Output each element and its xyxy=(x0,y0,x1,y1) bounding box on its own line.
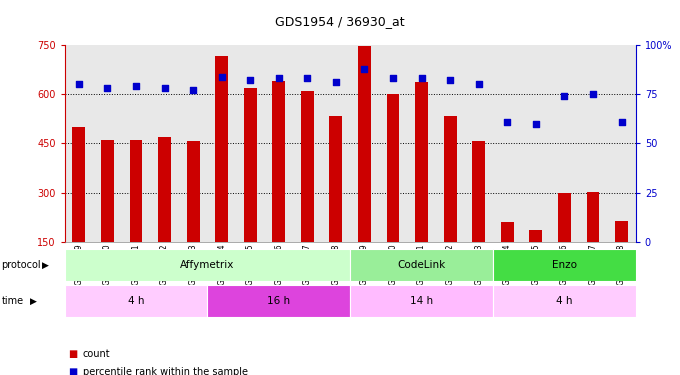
Bar xyxy=(493,285,636,317)
Text: count: count xyxy=(83,350,111,359)
Point xyxy=(302,75,313,81)
Bar xyxy=(558,193,571,242)
Bar xyxy=(587,192,599,242)
Point xyxy=(588,91,598,97)
Bar xyxy=(444,116,456,242)
Bar xyxy=(387,94,399,242)
Bar xyxy=(301,91,313,242)
Bar xyxy=(216,56,228,242)
Point xyxy=(473,81,484,87)
Text: 4 h: 4 h xyxy=(556,296,573,306)
Text: 14 h: 14 h xyxy=(410,296,433,306)
Bar xyxy=(615,220,628,242)
Point xyxy=(445,78,456,84)
Bar xyxy=(358,46,371,242)
Point xyxy=(131,83,141,89)
Text: percentile rank within the sample: percentile rank within the sample xyxy=(83,368,248,375)
Bar xyxy=(101,140,114,242)
Bar xyxy=(350,249,493,281)
Bar xyxy=(273,81,285,242)
Point xyxy=(530,121,541,127)
Text: ■: ■ xyxy=(68,368,78,375)
Bar xyxy=(158,137,171,242)
Text: protocol: protocol xyxy=(1,260,41,270)
Point xyxy=(73,81,84,87)
Point xyxy=(388,75,398,81)
Point xyxy=(416,75,427,81)
Bar xyxy=(187,141,199,242)
Text: ■: ■ xyxy=(68,350,78,359)
Bar xyxy=(330,116,342,242)
Point xyxy=(330,80,341,86)
Bar xyxy=(130,140,142,242)
Text: ▶: ▶ xyxy=(30,296,37,305)
Point xyxy=(245,78,256,84)
Point xyxy=(559,93,570,99)
Bar xyxy=(530,230,542,242)
Text: GDS1954 / 36930_at: GDS1954 / 36930_at xyxy=(275,15,405,28)
Bar xyxy=(244,88,256,242)
Text: Enzo: Enzo xyxy=(552,260,577,270)
Bar xyxy=(415,82,428,242)
Bar xyxy=(350,285,493,317)
Point xyxy=(359,66,370,72)
Bar xyxy=(493,249,636,281)
Bar xyxy=(473,141,485,242)
Point xyxy=(216,74,227,80)
Text: ▶: ▶ xyxy=(42,261,49,270)
Bar xyxy=(501,222,513,242)
Text: CodeLink: CodeLink xyxy=(398,260,445,270)
Point xyxy=(502,119,513,125)
Point xyxy=(616,119,627,125)
Bar xyxy=(65,285,207,317)
Bar xyxy=(207,285,350,317)
Text: Affymetrix: Affymetrix xyxy=(180,260,235,270)
Point xyxy=(273,75,284,81)
Text: time: time xyxy=(1,296,24,306)
Text: 16 h: 16 h xyxy=(267,296,290,306)
Point xyxy=(188,87,199,93)
Bar xyxy=(65,249,350,281)
Bar xyxy=(73,127,85,242)
Point xyxy=(102,86,113,92)
Point xyxy=(159,86,170,92)
Text: 4 h: 4 h xyxy=(128,296,144,306)
